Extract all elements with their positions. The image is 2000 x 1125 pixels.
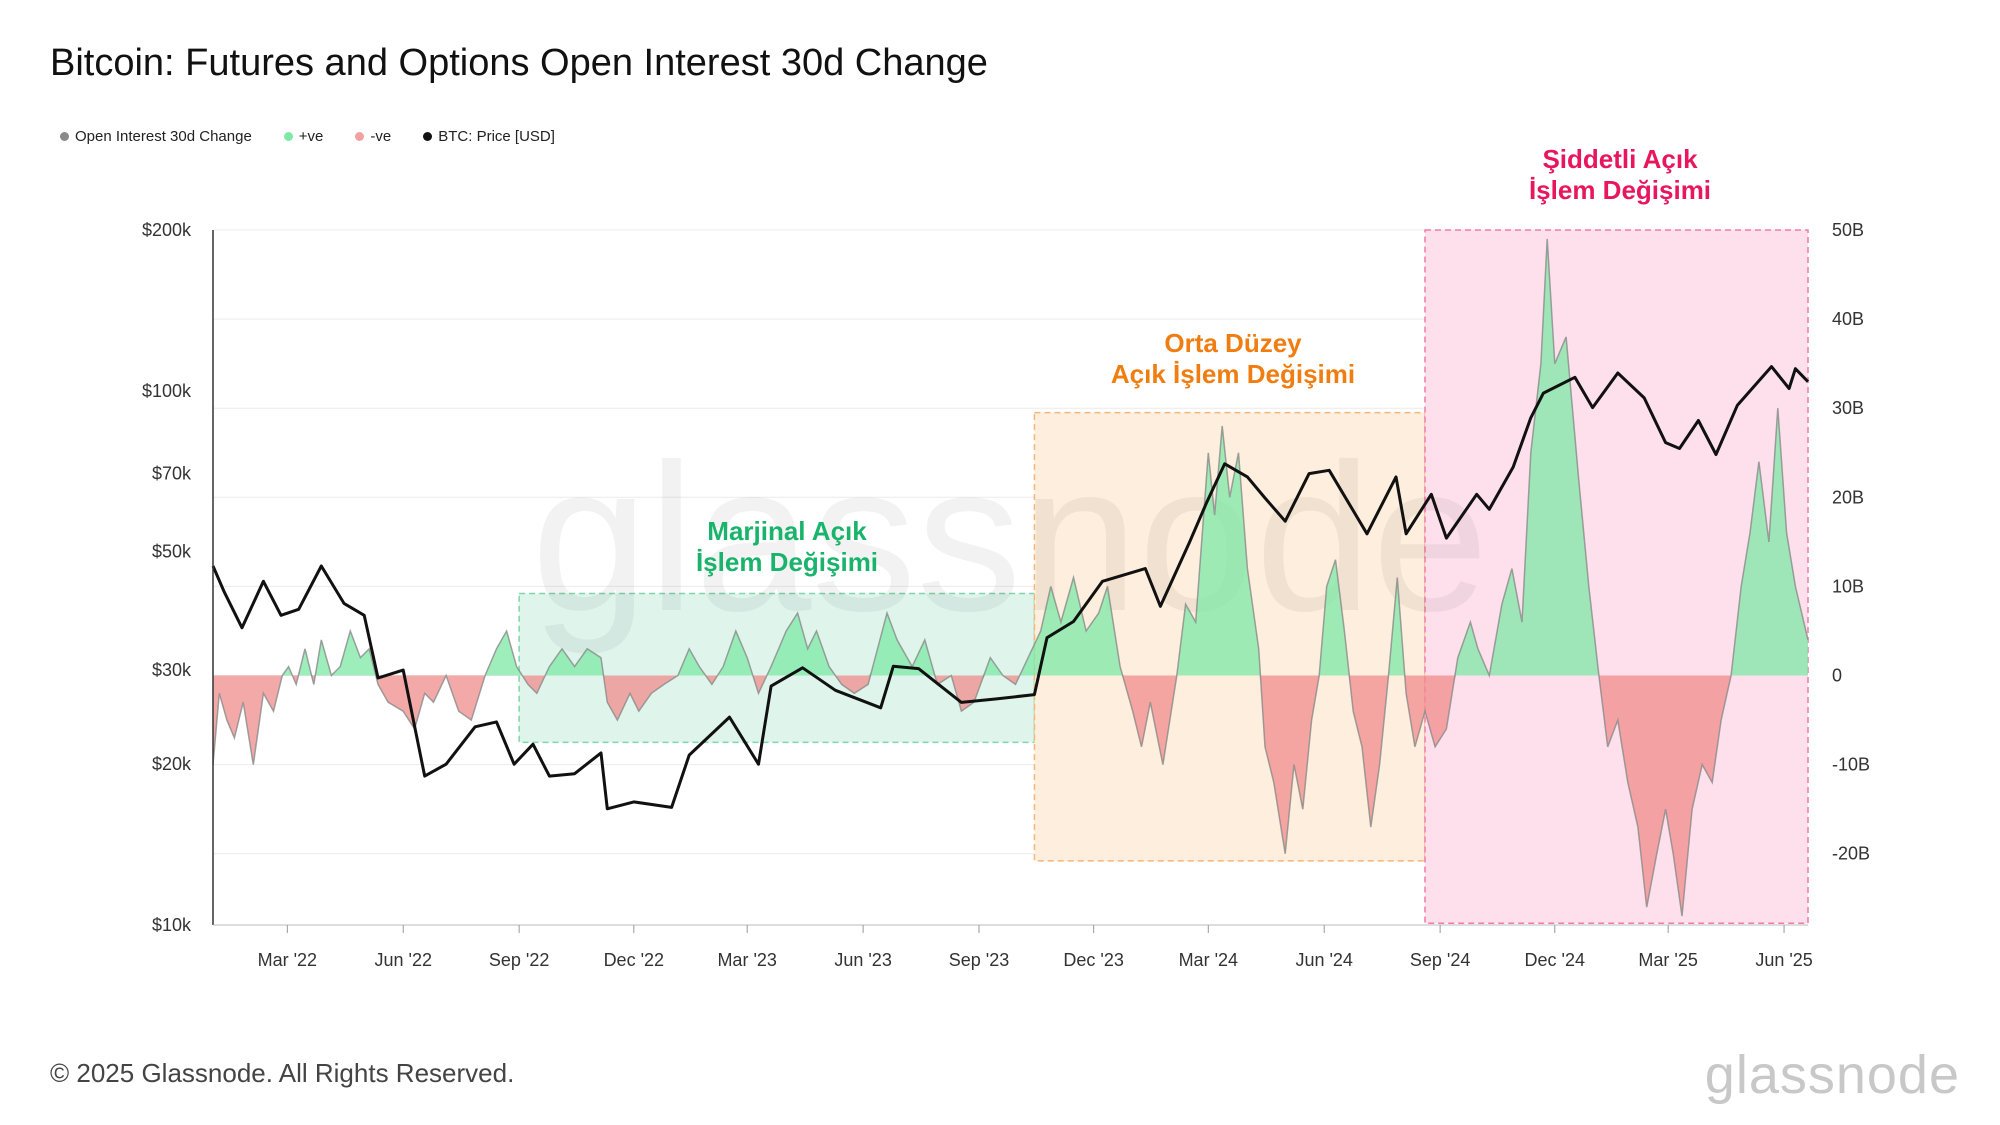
copyright-footer: © 2025 Glassnode. All Rights Reserved. xyxy=(50,1058,515,1088)
zone-label-2: İşlem Değişimi xyxy=(1529,175,1711,205)
x-tick-label: Mar '23 xyxy=(717,950,776,970)
legend-item-negative[interactable]: -ve xyxy=(355,128,391,145)
legend-label: BTC: Price [USD] xyxy=(438,128,555,145)
right-tick-label: 20B xyxy=(1832,487,1864,507)
x-tick-label: Dec '23 xyxy=(1063,950,1123,970)
legend-label: +ve xyxy=(298,128,324,145)
chart-title: Bitcoin: Futures and Options Open Intere… xyxy=(50,42,988,84)
right-tick-label: 30B xyxy=(1832,398,1864,418)
legend-swatch xyxy=(283,132,293,141)
legend-swatch xyxy=(423,132,433,141)
zone-label-0: İşlem Değişimi xyxy=(696,547,878,577)
legend-label: Open Interest 30d Change xyxy=(75,128,252,145)
x-tick-label: Jun '25 xyxy=(1755,950,1812,970)
legend-item-oi-change[interactable]: Open Interest 30d Change xyxy=(60,128,252,145)
x-tick-label: Sep '22 xyxy=(489,950,550,970)
x-tick-label: Jun '23 xyxy=(834,950,891,970)
zone-label-1: Orta Düzey xyxy=(1164,328,1302,358)
left-tick-label: $10k xyxy=(152,915,192,935)
oi-negative-area xyxy=(213,675,1808,917)
right-tick-label: -20B xyxy=(1832,844,1870,864)
legend-item-positive[interactable]: +ve xyxy=(283,128,324,145)
legend-swatch xyxy=(355,132,365,141)
x-tick-label: Mar '22 xyxy=(258,950,317,970)
legend: Open Interest 30d Change +ve -ve BTC: Pr… xyxy=(60,128,555,145)
x-tick-label: Mar '25 xyxy=(1638,950,1697,970)
right-tick-label: -10B xyxy=(1832,755,1870,775)
legend-label: -ve xyxy=(370,128,392,145)
x-tick-label: Sep '24 xyxy=(1410,950,1471,970)
right-tick-label: 50B xyxy=(1832,220,1864,240)
zone-label-2: Şiddetli Açık xyxy=(1542,144,1698,174)
left-tick-label: $20k xyxy=(152,754,192,774)
oi-change-line xyxy=(212,238,1809,917)
left-tick-label: $200k xyxy=(142,220,192,240)
btc-price-line xyxy=(211,365,1810,811)
x-tick-label: Sep '23 xyxy=(949,950,1010,970)
glassnode-logo: glassnode xyxy=(1704,1045,1960,1105)
left-tick-label: $30k xyxy=(152,660,192,680)
right-tick-label: 0 xyxy=(1832,666,1842,686)
right-tick-label: 40B xyxy=(1832,309,1864,329)
x-tick-label: Jun '22 xyxy=(374,950,431,970)
watermark: glassnode xyxy=(531,420,1488,655)
x-tick-label: Jun '24 xyxy=(1295,950,1352,970)
legend-item-btc-price[interactable]: BTC: Price [USD] xyxy=(423,128,555,145)
zone-label-1: Açık İşlem Değişimi xyxy=(1111,359,1355,389)
left-tick-label: $50k xyxy=(152,542,192,562)
x-tick-label: Mar '24 xyxy=(1179,950,1238,970)
zone-label-0: Marjinal Açık xyxy=(707,516,867,546)
x-tick-label: Dec '22 xyxy=(604,950,664,970)
left-tick-label: $70k xyxy=(152,464,192,484)
left-tick-label: $100k xyxy=(142,381,192,401)
right-tick-label: 10B xyxy=(1832,576,1864,596)
legend-swatch xyxy=(60,132,69,141)
x-tick-label: Dec '24 xyxy=(1525,950,1585,970)
